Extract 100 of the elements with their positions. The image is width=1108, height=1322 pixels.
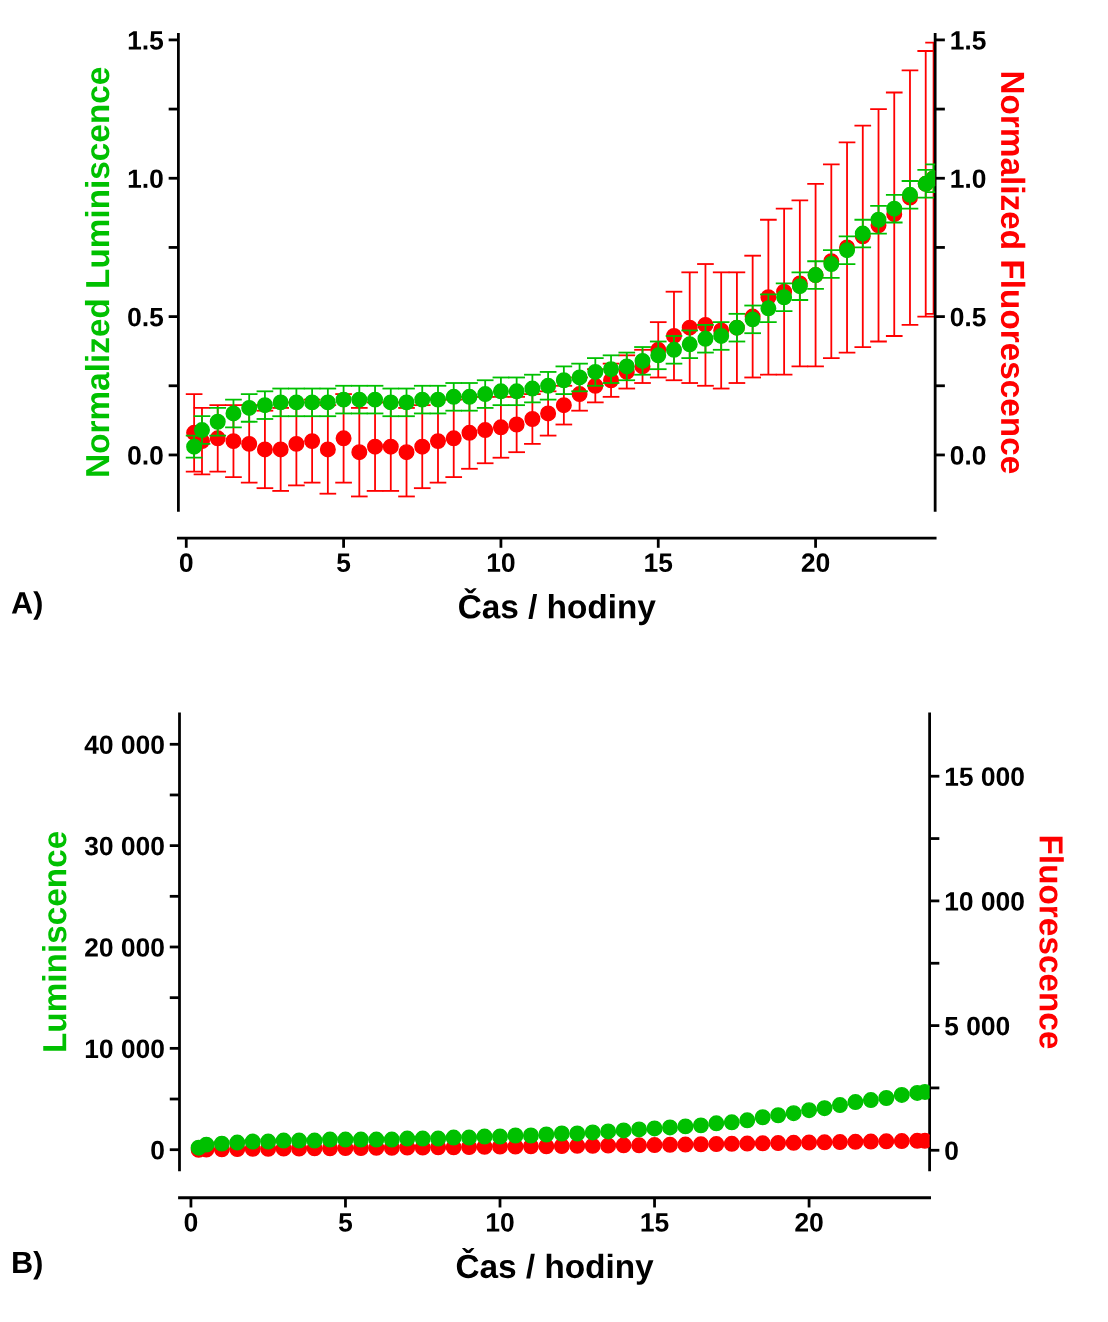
point [785,1105,802,1122]
x-axis-title: Čas / hodiny [456,1248,654,1285]
point [275,1132,292,1149]
point [244,1133,261,1150]
point [322,1131,339,1148]
point [603,361,620,378]
point [584,1124,601,1141]
x-tick-label: 0 [179,553,193,573]
point [430,1130,447,1147]
point [194,422,210,439]
point [445,1129,462,1146]
point [862,1133,879,1150]
point [708,1115,725,1132]
point [770,1107,787,1124]
point [600,1137,617,1154]
point [893,1086,910,1103]
point [382,438,399,455]
point [893,1133,910,1150]
point [553,1125,570,1142]
point [569,1125,586,1142]
point [662,1136,678,1153]
point [225,433,242,450]
point [414,438,431,455]
y-axis-title: Normalized Luminiscence [84,67,110,476]
point [770,1135,787,1152]
point [816,1134,833,1151]
point [739,1112,756,1129]
point [646,1137,663,1154]
point [634,352,651,369]
point [739,1135,756,1152]
y-tick-label: 20 000 [85,938,164,957]
point [414,1130,431,1147]
point [847,1094,864,1111]
point [368,1131,385,1148]
x-tick-label: 0 [184,1213,198,1232]
point [785,1134,802,1151]
point [398,444,415,461]
x-tick-label: 10 [487,553,515,573]
point [723,1114,740,1131]
point [847,1133,864,1150]
y2-tick-label: 1.5 [951,31,986,50]
point [304,433,321,450]
point [801,1134,818,1151]
text: A) [11,591,42,620]
point [213,1135,230,1152]
point [461,424,478,441]
y2-tick-label: 5 000 [945,1016,1010,1036]
point [337,1131,354,1148]
point [571,369,588,386]
point [524,410,541,427]
point [713,327,730,344]
point [367,438,384,455]
y2-axis-title: Normalized Fluorescence [1000,72,1026,474]
point [288,435,305,452]
point [538,1126,555,1143]
point [615,1122,632,1139]
point [508,416,525,433]
point [319,394,336,411]
point [776,289,793,306]
y-tick-label: 1.0 [128,169,163,189]
point [600,1123,617,1140]
point [198,1136,215,1153]
point [662,1119,678,1136]
y-tick-label: 10 000 [85,1039,164,1059]
y2-tick-label: 0.0 [950,446,986,465]
point [677,1136,694,1153]
point [507,1127,524,1144]
y-tick-label: 0 [151,1140,164,1160]
point [692,1136,709,1153]
point [351,444,368,461]
point [229,1134,246,1151]
point [631,1137,648,1154]
x-tick-label: 15 [641,1213,669,1232]
x-tick-label: 5 [337,553,351,573]
point [618,358,635,375]
point [260,1133,277,1150]
y2-tick-label: 0 [945,1141,958,1161]
point [335,430,352,447]
point [335,391,352,408]
point [492,1128,508,1145]
point [256,441,273,458]
x-tick-label: 10 [486,1213,514,1232]
y-tick-label: 0.0 [128,446,163,465]
point [631,1121,648,1138]
y-tick-label: 1.5 [128,31,164,50]
x-tick-label: 20 [801,553,830,573]
point [886,200,903,217]
point [399,1130,416,1147]
point [831,1097,848,1114]
y-axis-title: Luminiscence [42,831,67,1051]
point [681,336,698,353]
point [878,1133,895,1150]
y2-tick-label: 10 000 [945,892,1024,911]
y-tick-label: 30 000 [84,836,164,856]
point [476,1128,493,1145]
y2-tick-label: 15 000 [945,767,1024,787]
x-axis-title: Čas / hodiny [459,588,656,626]
point [383,1131,400,1148]
point [870,211,887,228]
point [522,1127,539,1144]
